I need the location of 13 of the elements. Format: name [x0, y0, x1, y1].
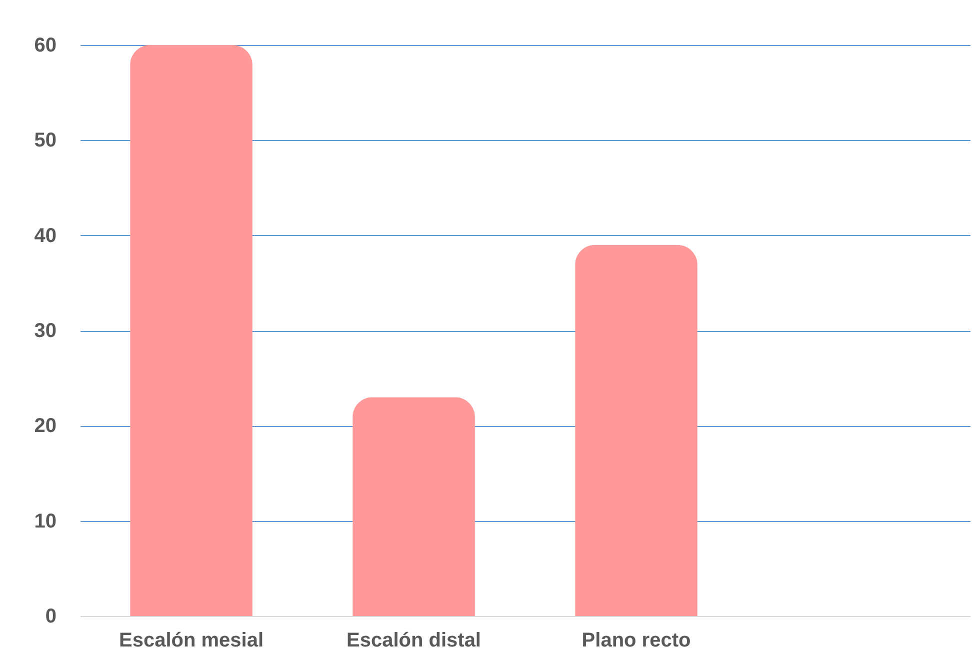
- bar: [352, 397, 475, 616]
- y-tick-label: 40: [34, 224, 56, 247]
- y-tick-label: 50: [34, 130, 56, 152]
- x-tick-label: Plano recto: [582, 630, 691, 652]
- y-tick-label: 0: [45, 606, 56, 628]
- x-tick-label: Escalón distal: [346, 630, 481, 652]
- y-tick-label: 30: [34, 320, 56, 342]
- y-tick-label: 60: [34, 34, 56, 56]
- bar: [130, 45, 252, 616]
- y-tick-label: 20: [34, 415, 56, 438]
- y-tick-label: 10: [34, 510, 56, 532]
- x-tick-label: Escalón mesial: [118, 630, 264, 652]
- bar: [575, 244, 698, 616]
